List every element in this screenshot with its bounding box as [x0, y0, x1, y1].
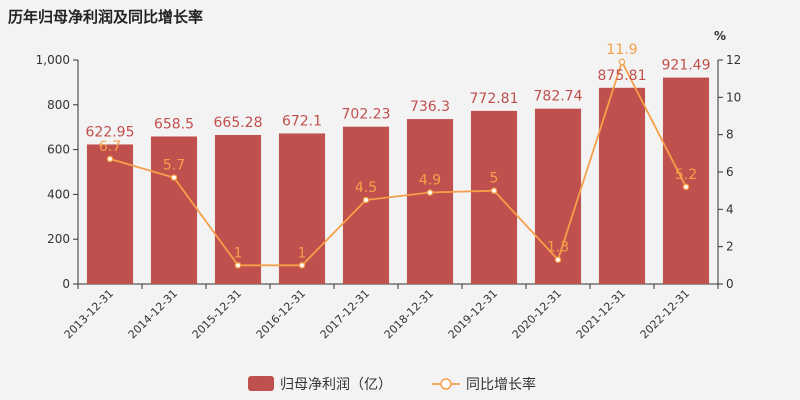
y-right-tick-label: 8	[726, 128, 734, 142]
x-tick-label: 2016-12-31	[254, 287, 308, 341]
bar-value-label: 921.49	[662, 58, 711, 74]
x-tick-label: 2021-12-31	[574, 287, 628, 341]
growth-value-label: 5.2	[675, 167, 697, 183]
bar	[342, 126, 390, 285]
legend-bar-swatch	[248, 376, 274, 391]
growth-point	[170, 174, 178, 181]
growth-value-label: 5	[490, 171, 499, 187]
growth-point	[490, 187, 498, 194]
growth-point	[234, 262, 242, 269]
growth-point	[362, 196, 370, 204]
bar-value-label: 665.28	[214, 115, 263, 131]
y-right-tick-label: 12	[726, 53, 741, 67]
growth-point	[298, 262, 306, 269]
bar-value-label: 658.5	[154, 116, 194, 132]
bar	[406, 119, 454, 284]
growth-point	[682, 183, 690, 191]
y-right-tick-label: 0	[726, 277, 734, 291]
bar-value-label: 702.23	[342, 107, 391, 123]
y-right-tick-label: 6	[726, 165, 734, 179]
y-left-tick-label: 800	[47, 98, 70, 112]
growth-point	[618, 58, 626, 66]
x-tick-label: 2018-12-31	[382, 287, 436, 341]
chart-title: 历年归母净利润及同比增长率	[8, 8, 204, 26]
x-tick-label: 2015-12-31	[190, 287, 244, 341]
growth-value-label: 1	[234, 245, 243, 261]
x-tick-label: 2017-12-31	[318, 287, 372, 341]
legend-line-marker	[440, 378, 452, 390]
legend-line-label: 同比增长率	[466, 376, 536, 393]
x-tick-label: 2013-12-31	[62, 287, 116, 341]
bar	[150, 136, 198, 284]
y-left-tick-label: 200	[47, 232, 70, 246]
growth-value-label: 4.5	[355, 180, 377, 196]
y-right-tick-label: 2	[726, 240, 734, 254]
growth-point	[106, 155, 114, 163]
bar-value-label: 736.3	[410, 99, 450, 115]
growth-line	[109, 59, 687, 267]
y-left-tick-label: 1,000	[36, 53, 70, 67]
growth-point	[554, 256, 562, 263]
growth-value-label: 1.3	[547, 240, 569, 256]
bar-value-label: 622.95	[86, 124, 135, 140]
y-left-tick-label: 400	[47, 187, 70, 201]
bar	[214, 134, 262, 284]
bar	[278, 133, 326, 284]
y-right-unit-label: %	[714, 29, 726, 43]
growth-value-label: 6.7	[99, 139, 121, 155]
x-tick-label: 2022-12-31	[638, 287, 692, 341]
growth-value-label: 4.9	[419, 173, 441, 189]
bar-value-label: 772.81	[470, 91, 519, 107]
y-right-tick-label: 4	[726, 202, 734, 216]
growth-value-label: 5.7	[163, 158, 185, 174]
bar	[534, 108, 582, 285]
bar-value-label: 782.74	[534, 89, 583, 105]
y-left-tick-label: 0	[62, 277, 70, 291]
x-tick-label: 2014-12-31	[126, 287, 180, 341]
x-tick-label: 2019-12-31	[446, 287, 500, 341]
bar-value-label: 672.1	[282, 113, 322, 129]
bar	[598, 87, 646, 284]
growth-point	[426, 189, 434, 196]
bar-value-label: 875.81	[598, 68, 647, 84]
bar	[86, 144, 134, 284]
x-tick-label: 2020-12-31	[510, 287, 564, 341]
growth-value-label: 1	[298, 245, 307, 261]
bar	[470, 110, 518, 284]
growth-value-label: 11.9	[606, 42, 637, 58]
legend-bar-label: 归母净利润（亿）	[280, 376, 392, 393]
y-left-tick-label: 600	[47, 143, 70, 157]
bar	[662, 77, 710, 284]
y-right-tick-label: 10	[726, 90, 741, 104]
